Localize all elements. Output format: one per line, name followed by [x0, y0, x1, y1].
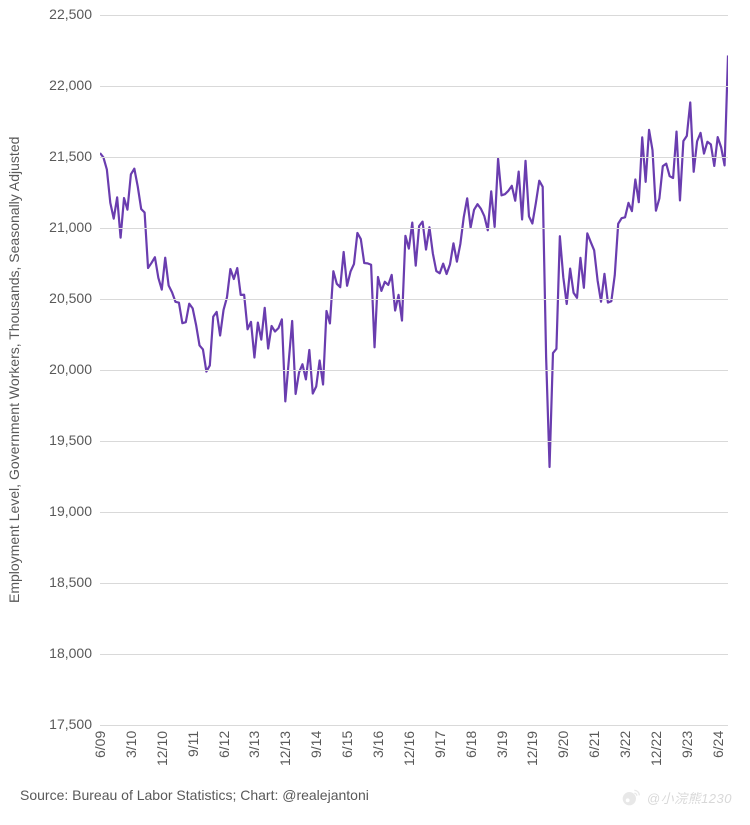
- y-tick-label: 21,500: [0, 148, 92, 164]
- x-tick-label: 3/16: [370, 731, 386, 781]
- gridline: [100, 15, 728, 16]
- x-tick-label: 9/11: [185, 731, 201, 781]
- x-tick-label: 6/18: [463, 731, 479, 781]
- gridline: [100, 725, 728, 726]
- y-tick-label: 18,000: [0, 645, 92, 661]
- x-tick-label: 12/22: [648, 731, 664, 781]
- x-tick-label: 3/19: [494, 731, 510, 781]
- y-tick-label: 17,500: [0, 716, 92, 732]
- x-tick-label: 6/21: [586, 731, 602, 781]
- gridline: [100, 228, 728, 229]
- weibo-icon: [621, 787, 641, 807]
- gridline: [100, 370, 728, 371]
- data-line: [100, 55, 728, 467]
- y-tick-label: 19,500: [0, 432, 92, 448]
- y-tick-label: 20,000: [0, 361, 92, 377]
- gridline: [100, 583, 728, 584]
- gridline: [100, 157, 728, 158]
- x-tick-label: 9/14: [308, 731, 324, 781]
- y-tick-label: 22,500: [0, 6, 92, 22]
- x-tick-label: 6/24: [710, 731, 726, 781]
- gridline: [100, 512, 728, 513]
- source-caption: Source: Bureau of Labor Statistics; Char…: [20, 787, 369, 803]
- x-tick-label: 3/22: [617, 731, 633, 781]
- x-tick-label: 6/09: [92, 731, 108, 781]
- x-tick-label: 9/17: [432, 731, 448, 781]
- x-tick-label: 12/13: [277, 731, 293, 781]
- y-tick-label: 21,000: [0, 219, 92, 235]
- gridline: [100, 86, 728, 87]
- gridline: [100, 299, 728, 300]
- x-tick-label: 12/10: [154, 731, 170, 781]
- x-tick-label: 3/10: [123, 731, 139, 781]
- x-tick-label: 6/15: [339, 731, 355, 781]
- x-tick-label: 6/12: [216, 731, 232, 781]
- x-tick-label: 3/13: [246, 731, 262, 781]
- y-tick-label: 20,500: [0, 290, 92, 306]
- y-tick-label: 18,500: [0, 574, 92, 590]
- x-tick-label: 9/20: [555, 731, 571, 781]
- watermark: @小浣熊1230: [621, 787, 732, 807]
- watermark-text: @小浣熊1230: [647, 788, 732, 807]
- y-tick-label: 19,000: [0, 503, 92, 519]
- x-tick-label: 9/23: [679, 731, 695, 781]
- y-tick-label: 22,000: [0, 77, 92, 93]
- x-tick-label: 12/16: [401, 731, 417, 781]
- gridline: [100, 441, 728, 442]
- x-tick-label: 12/19: [524, 731, 540, 781]
- chart-container: Employment Level, Government Workers, Th…: [0, 0, 750, 825]
- gridline: [100, 654, 728, 655]
